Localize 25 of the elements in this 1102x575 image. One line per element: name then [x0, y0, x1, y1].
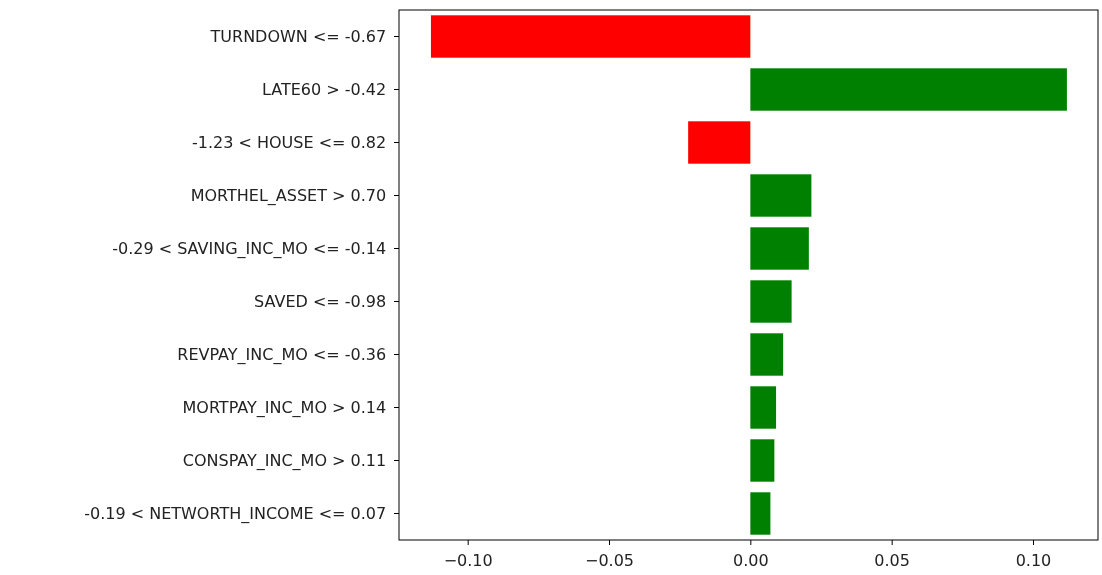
y-tick-label: MORTPAY_INC_MO > 0.14	[182, 397, 387, 418]
y-tick-label: LATE60 > -0.42	[262, 79, 387, 99]
x-tick-label: −0.05	[585, 550, 635, 570]
bar	[750, 386, 777, 429]
x-tick-label: −0.10	[443, 550, 493, 570]
y-tick-label: SAVED <= -0.98	[254, 291, 387, 311]
y-tick-label: -1.23 < HOUSE <= 0.82	[192, 132, 387, 152]
y-tick-label: -0.29 < SAVING_INC_MO <= -0.14	[112, 238, 387, 259]
bar	[750, 68, 1067, 111]
bar	[688, 121, 751, 164]
y-tick-label: -0.19 < NETWORTH_INCOME <= 0.07	[84, 503, 387, 524]
y-tick-label: MORTHEL_ASSET > 0.70	[190, 185, 387, 206]
bar	[750, 439, 775, 482]
bar	[430, 15, 751, 58]
y-tick-label: CONSPAY_INC_MO > 0.11	[182, 450, 387, 471]
x-tick-label: 0.10	[1015, 550, 1052, 570]
bar	[750, 174, 812, 217]
x-tick-label: 0.00	[733, 550, 769, 570]
bar	[750, 492, 771, 535]
y-tick-label: REVPAY_INC_MO <= -0.36	[177, 344, 387, 365]
bar	[750, 227, 809, 270]
x-tick-label: 0.05	[874, 550, 910, 570]
bar	[750, 280, 792, 323]
bar	[750, 333, 784, 376]
y-tick-label: TURNDOWN <= -0.67	[209, 26, 387, 46]
